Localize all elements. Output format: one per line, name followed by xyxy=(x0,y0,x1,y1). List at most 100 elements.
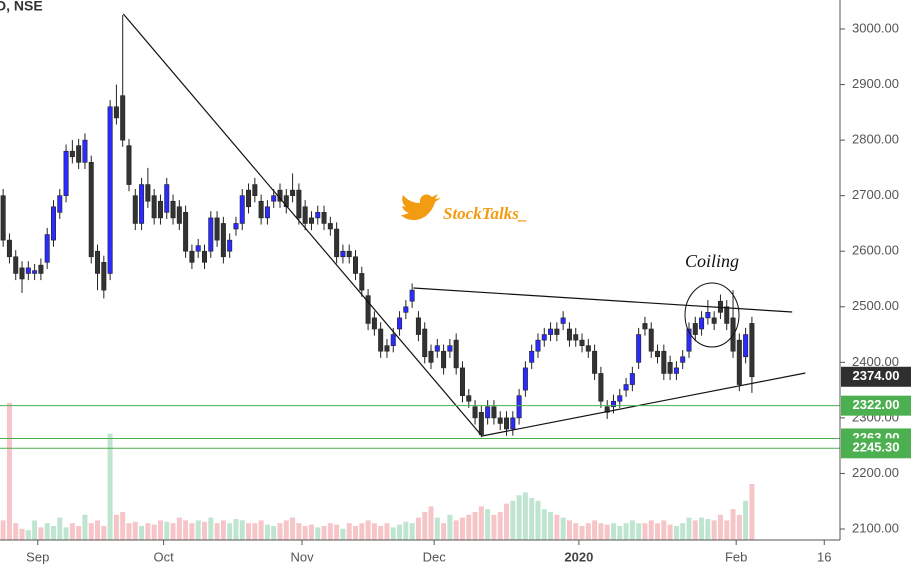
candle-body xyxy=(497,417,503,424)
watermark-logo xyxy=(401,194,441,221)
volume-bar xyxy=(566,520,572,540)
volume-bar xyxy=(346,523,352,540)
candle-body xyxy=(189,250,195,263)
plot-area xyxy=(0,13,840,540)
volume-bar xyxy=(598,523,604,540)
price-label: 2322.00 xyxy=(853,397,900,412)
volume-bar xyxy=(692,520,698,540)
volume-bar xyxy=(201,521,207,540)
candle-body xyxy=(522,367,528,391)
candle-body xyxy=(353,256,359,274)
chart-title: D, NSE xyxy=(0,0,43,14)
candle-body xyxy=(390,334,396,346)
candle-body xyxy=(743,334,749,358)
volume-bar xyxy=(472,512,478,540)
volume-bar xyxy=(453,520,459,540)
candle-body xyxy=(397,317,403,330)
volume-bar xyxy=(365,520,371,540)
volume-bar xyxy=(428,506,434,540)
volume-bar xyxy=(409,523,415,540)
volume-bar xyxy=(711,520,717,540)
volume-bar xyxy=(554,514,560,540)
candle-body xyxy=(308,217,314,224)
volume-bar xyxy=(535,500,541,540)
candle-body xyxy=(113,106,119,119)
volume-bar xyxy=(157,520,163,540)
volume-bar xyxy=(548,512,554,540)
volume-bar xyxy=(25,530,31,540)
candle-body xyxy=(57,195,63,213)
volume-bar xyxy=(340,528,346,540)
candle-body xyxy=(485,406,491,419)
candle-body xyxy=(447,345,453,352)
volume-bar xyxy=(63,527,69,540)
volume-bar xyxy=(724,520,730,540)
candle-body xyxy=(504,417,510,430)
volume-bar xyxy=(592,520,598,540)
volume-bar xyxy=(504,503,510,540)
volume-bar xyxy=(717,514,723,540)
volume-bar xyxy=(195,520,201,540)
volume-bar xyxy=(32,520,38,540)
candle-body xyxy=(699,317,705,330)
candle-body xyxy=(491,406,497,419)
volume-bar xyxy=(579,526,585,540)
candle-body xyxy=(548,328,554,335)
candle-body xyxy=(422,328,428,358)
candle-body xyxy=(441,350,447,369)
y-tick-label: 2900.00 xyxy=(852,76,899,91)
candle-body xyxy=(290,189,296,196)
volume-bar xyxy=(447,514,453,540)
volume-bar xyxy=(151,524,157,540)
candle-body xyxy=(164,184,170,213)
volume-bar xyxy=(290,517,296,540)
candle-body xyxy=(655,350,661,358)
volume-bar xyxy=(522,492,528,540)
volume-bar xyxy=(107,433,113,540)
candle-body xyxy=(346,250,352,258)
volume-bar xyxy=(271,526,277,540)
volume-bar xyxy=(353,526,359,540)
candle-body xyxy=(510,417,516,430)
price-label-box xyxy=(841,438,911,459)
volume-bar xyxy=(132,521,138,540)
annotation: Coiling xyxy=(685,251,739,271)
y-tick-label: 2500.00 xyxy=(852,298,899,313)
candle-body xyxy=(573,334,579,341)
volume-bar xyxy=(422,512,428,540)
volume-bar xyxy=(623,523,629,540)
volume-bar xyxy=(50,526,56,540)
volume-bar xyxy=(743,500,749,540)
candle-body xyxy=(686,328,692,352)
candle-body xyxy=(283,195,289,208)
volume-bar xyxy=(321,526,327,540)
volume-bar xyxy=(76,526,82,540)
volume-bar xyxy=(252,523,258,540)
candle-body xyxy=(434,345,440,352)
volume-bar xyxy=(673,526,679,540)
candle-body xyxy=(459,367,465,396)
candle-body xyxy=(220,223,226,258)
volume-bar xyxy=(139,526,145,540)
volume-bar xyxy=(170,523,176,540)
volume-bar xyxy=(686,517,692,540)
volume-bar xyxy=(529,498,535,540)
candle-body xyxy=(38,264,44,274)
volume-bar xyxy=(315,527,321,540)
price-label-box xyxy=(841,395,911,416)
price-label: 2245.30 xyxy=(853,440,900,455)
candle-body xyxy=(252,184,258,196)
candle-body xyxy=(371,317,377,330)
candle-body xyxy=(466,395,472,402)
volume-bar xyxy=(220,520,226,540)
volume-bar xyxy=(378,526,384,540)
candle-body xyxy=(340,250,346,258)
candle-body xyxy=(535,339,541,352)
candle-body xyxy=(264,206,270,219)
candle-body xyxy=(705,312,711,319)
volume-bar xyxy=(371,523,377,540)
volume-bar xyxy=(610,523,616,540)
candle-body xyxy=(208,217,214,252)
candle-body xyxy=(258,200,264,219)
volume-bar xyxy=(6,402,12,540)
